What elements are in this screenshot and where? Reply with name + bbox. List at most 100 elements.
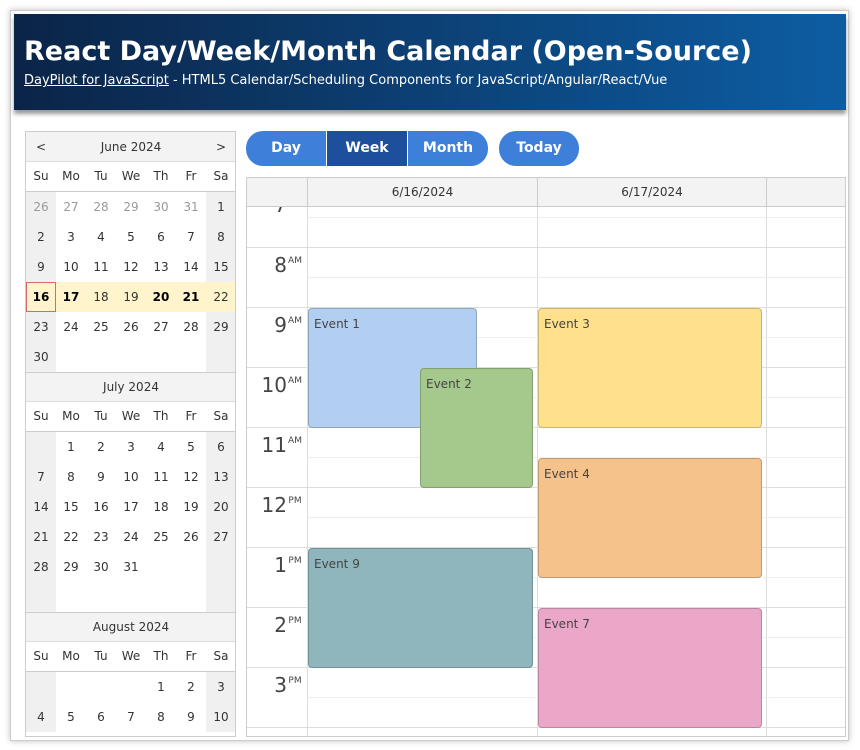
event[interactable]: Event 9 — [308, 548, 533, 668]
day-cell[interactable]: 11 — [93, 260, 109, 274]
col-line — [766, 178, 767, 207]
day-cell[interactable]: 3 — [67, 230, 75, 244]
day-cell[interactable]: 19 — [183, 500, 199, 514]
day-cell[interactable]: 4 — [97, 230, 105, 244]
today-button[interactable]: Today — [499, 131, 579, 166]
day-cell[interactable]: 5 — [67, 710, 75, 724]
day-cell[interactable]: 18 — [93, 290, 109, 304]
day-cell[interactable]: 21 — [33, 530, 49, 544]
day-cell[interactable]: 2 — [37, 230, 45, 244]
day-cell[interactable]: 29 — [213, 320, 229, 334]
day-cell[interactable]: 3 — [127, 440, 135, 454]
selected-week — [26, 282, 235, 312]
grid-line — [308, 457, 845, 458]
day-cell[interactable]: 23 — [93, 530, 109, 544]
day-cell[interactable]: 29 — [123, 200, 139, 214]
day-cell[interactable]: 10 — [213, 710, 229, 724]
day-cell[interactable]: 22 — [213, 290, 229, 304]
day-cell[interactable]: 22 — [63, 530, 79, 544]
day-cell[interactable]: 6 — [217, 440, 225, 454]
col-line — [537, 178, 538, 207]
day-cell[interactable]: 7 — [127, 710, 135, 724]
event[interactable]: Event 3 — [538, 308, 762, 428]
day-cell[interactable]: 18 — [153, 500, 169, 514]
event[interactable]: Event 7 — [538, 608, 762, 728]
day-cell[interactable]: 27 — [63, 200, 79, 214]
event[interactable]: Event 4 — [538, 458, 762, 578]
day-cell[interactable]: 28 — [33, 560, 49, 574]
day-cell[interactable]: 13 — [153, 260, 169, 274]
view-button[interactable]: Month — [408, 131, 488, 166]
navigator: June 2024 < > Su Mo Tu We Th Fr Sa 26 27 28 29 30 31 1 2 3… — [25, 131, 236, 737]
divider — [26, 191, 235, 192]
day-cell[interactable]: 21 — [182, 290, 200, 304]
day-cell[interactable]: 2 — [97, 440, 105, 454]
day-name: Su — [33, 169, 49, 183]
day-cell[interactable]: 31 — [183, 200, 199, 214]
day-cell[interactable]: 28 — [183, 320, 199, 334]
day-cell[interactable]: 14 — [183, 260, 199, 274]
day-cell[interactable]: 24 — [63, 320, 79, 334]
day-cell[interactable]: 7 — [187, 230, 195, 244]
day-cell[interactable]: 17 — [123, 500, 139, 514]
day-cell[interactable]: 27 — [153, 320, 169, 334]
day-cell[interactable]: 9 — [97, 470, 105, 484]
view-button[interactable]: Day — [246, 131, 326, 166]
day-cell[interactable]: 14 — [33, 500, 49, 514]
day-cell[interactable]: 26 — [33, 200, 49, 214]
day-cell[interactable]: 30 — [33, 350, 49, 364]
day-cell[interactable]: 3 — [217, 680, 225, 694]
day-cell[interactable]: 10 — [123, 470, 139, 484]
day-cell[interactable]: 12 — [123, 260, 139, 274]
day-cell[interactable]: 5 — [127, 230, 135, 244]
day-cell[interactable]: 23 — [33, 320, 49, 334]
day-cell[interactable]: 26 — [123, 320, 139, 334]
day-cell[interactable]: 1 — [217, 200, 225, 214]
month-title: July 2024 — [103, 380, 159, 394]
day-cell[interactable]: 8 — [217, 230, 225, 244]
day-cell[interactable]: 4 — [157, 440, 165, 454]
day-cell[interactable]: 11 — [153, 470, 169, 484]
day-cell[interactable]: 27 — [213, 530, 229, 544]
day-cell[interactable]: 20 — [213, 500, 229, 514]
day-cell[interactable]: 5 — [187, 440, 195, 454]
day-cell[interactable]: 6 — [97, 710, 105, 724]
day-name: Mo — [62, 409, 80, 423]
day-cell[interactable]: 7 — [37, 470, 45, 484]
day-cell[interactable]: 29 — [63, 560, 79, 574]
ampm: AM — [288, 376, 302, 386]
day-cell[interactable]: 25 — [93, 320, 109, 334]
day-cell[interactable]: 16 — [93, 500, 109, 514]
day-cell[interactable]: 2 — [187, 680, 195, 694]
event[interactable]: Event 2 — [420, 368, 533, 488]
prev-button[interactable]: < — [35, 140, 47, 154]
day-cell[interactable]: 12 — [183, 470, 199, 484]
day-cell[interactable]: 4 — [37, 710, 45, 724]
day-cell[interactable]: 1 — [157, 680, 165, 694]
day-cell[interactable]: 28 — [93, 200, 109, 214]
day-name: Th — [153, 649, 169, 663]
day-cell[interactable]: 15 — [63, 500, 79, 514]
day-cell[interactable]: 31 — [123, 560, 139, 574]
day-cell[interactable]: 16 — [26, 282, 56, 312]
day-cell[interactable]: 25 — [153, 530, 169, 544]
day-cell[interactable]: 6 — [157, 230, 165, 244]
day-cell[interactable]: 19 — [123, 290, 139, 304]
day-cell[interactable]: 17 — [62, 290, 80, 304]
day-cell[interactable]: 8 — [67, 470, 75, 484]
day-cell[interactable]: 8 — [157, 710, 165, 724]
day-cell[interactable]: 10 — [63, 260, 79, 274]
day-cell[interactable]: 20 — [152, 290, 170, 304]
day-cell[interactable]: 26 — [183, 530, 199, 544]
day-cell[interactable]: 1 — [67, 440, 75, 454]
view-button[interactable]: Week — [327, 131, 407, 166]
day-cell[interactable]: 30 — [153, 200, 169, 214]
day-cell[interactable]: 9 — [187, 710, 195, 724]
day-cell[interactable]: 13 — [213, 470, 229, 484]
day-cell[interactable]: 30 — [93, 560, 109, 574]
day-cell[interactable]: 24 — [123, 530, 139, 544]
next-button[interactable]: > — [215, 140, 227, 154]
day-cell[interactable]: 9 — [37, 260, 45, 274]
day-cell[interactable]: 15 — [213, 260, 229, 274]
link[interactable]: DayPilot for JavaScript — [24, 73, 169, 88]
